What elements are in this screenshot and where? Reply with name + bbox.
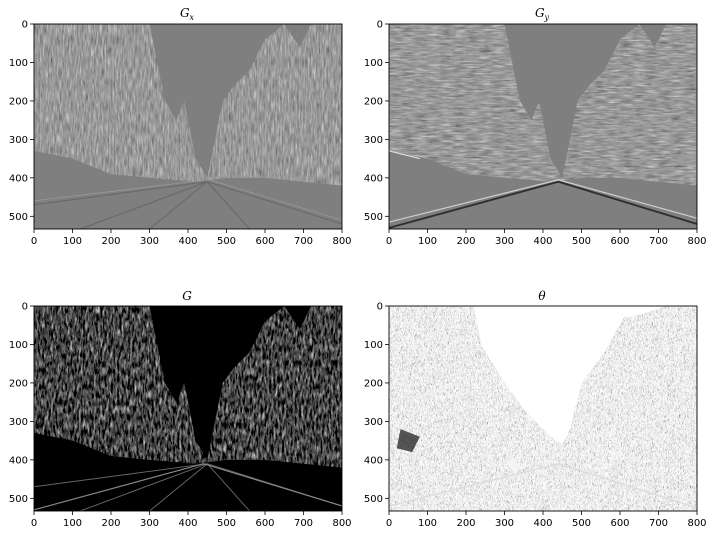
x-tick-label-gy: 500	[572, 236, 591, 247]
y-tick-label-theta: 400	[364, 455, 383, 466]
y-tick-label-g: 0	[22, 302, 28, 313]
y-tick-label-theta: 500	[364, 494, 383, 505]
x-tick-label-theta: 200	[456, 518, 475, 529]
x-tick-label-theta: 300	[495, 518, 514, 529]
y-tick-label-theta: 0	[377, 302, 383, 313]
y-tick-label-gx: 400	[9, 173, 28, 184]
y-tick-label-gx: 100	[9, 58, 28, 69]
y-tick-label-gy: 0	[377, 20, 383, 31]
image-theta	[389, 306, 697, 511]
x-tick-label-gy: 700	[649, 236, 668, 247]
y-tick-label-gx: 0	[22, 20, 28, 31]
x-tick-label-gx: 800	[332, 236, 351, 247]
image-gx	[34, 24, 342, 229]
x-tick-label-g: 500	[217, 518, 236, 529]
y-tick-label-theta: 100	[364, 340, 383, 351]
y-tick-label-theta: 300	[364, 417, 383, 428]
x-tick-label-g: 0	[31, 518, 37, 529]
x-tick-label-gy: 300	[495, 236, 514, 247]
y-tick-label-g: 300	[9, 417, 28, 428]
x-tick-label-gy: 800	[687, 236, 706, 247]
y-tick-label-gy: 400	[364, 173, 383, 184]
x-tick-label-gy: 600	[610, 236, 629, 247]
x-tick-label-g: 700	[294, 518, 313, 529]
x-tick-label-gx: 100	[63, 236, 82, 247]
y-tick-label-g: 500	[9, 494, 28, 505]
x-tick-label-gy: 0	[386, 236, 392, 247]
x-tick-label-gx: 600	[255, 236, 274, 247]
y-tick-label-gy: 300	[364, 135, 383, 146]
panel-gx: Gx	[34, 6, 342, 229]
panel-title-gx: Gx	[180, 6, 195, 22]
panel-title-gy: Gy	[535, 6, 550, 22]
x-tick-label-g: 100	[63, 518, 82, 529]
x-tick-label-gx: 500	[217, 236, 236, 247]
panel-g: G	[34, 289, 342, 511]
x-tick-label-theta: 600	[610, 518, 629, 529]
x-tick-label-theta: 0	[386, 518, 392, 529]
x-tick-label-g: 400	[178, 518, 197, 529]
x-tick-label-theta: 100	[418, 518, 437, 529]
x-tick-label-gx: 200	[101, 236, 120, 247]
y-tick-label-theta: 200	[364, 378, 383, 389]
x-tick-label-gy: 100	[418, 236, 437, 247]
x-tick-label-g: 200	[101, 518, 120, 529]
panel-theta: θ	[389, 289, 697, 511]
x-tick-label-gx: 400	[178, 236, 197, 247]
image-gy	[389, 24, 697, 229]
x-tick-label-theta: 400	[533, 518, 552, 529]
panel-gy: Gy	[389, 6, 697, 229]
x-tick-label-theta: 700	[649, 518, 668, 529]
y-tick-label-gy: 200	[364, 96, 383, 107]
x-tick-label-g: 600	[255, 518, 274, 529]
image-g	[34, 306, 342, 511]
x-tick-label-gy: 200	[456, 236, 475, 247]
y-tick-label-gx: 500	[9, 212, 28, 223]
y-tick-label-g: 100	[9, 340, 28, 351]
x-tick-label-g: 300	[140, 518, 159, 529]
y-tick-label-gy: 100	[364, 58, 383, 69]
y-tick-label-gx: 200	[9, 96, 28, 107]
y-tick-label-g: 400	[9, 455, 28, 466]
x-tick-label-gy: 400	[533, 236, 552, 247]
x-tick-label-theta: 800	[687, 518, 706, 529]
x-tick-label-theta: 500	[572, 518, 591, 529]
panel-title-theta: θ	[538, 289, 546, 303]
x-tick-label-gx: 700	[294, 236, 313, 247]
x-tick-label-gx: 300	[140, 236, 159, 247]
panel-title-g: G	[182, 289, 192, 303]
x-tick-label-g: 800	[332, 518, 351, 529]
y-tick-label-g: 200	[9, 378, 28, 389]
y-tick-label-gx: 300	[9, 135, 28, 146]
y-tick-label-gy: 500	[364, 212, 383, 223]
x-tick-label-gx: 0	[31, 236, 37, 247]
